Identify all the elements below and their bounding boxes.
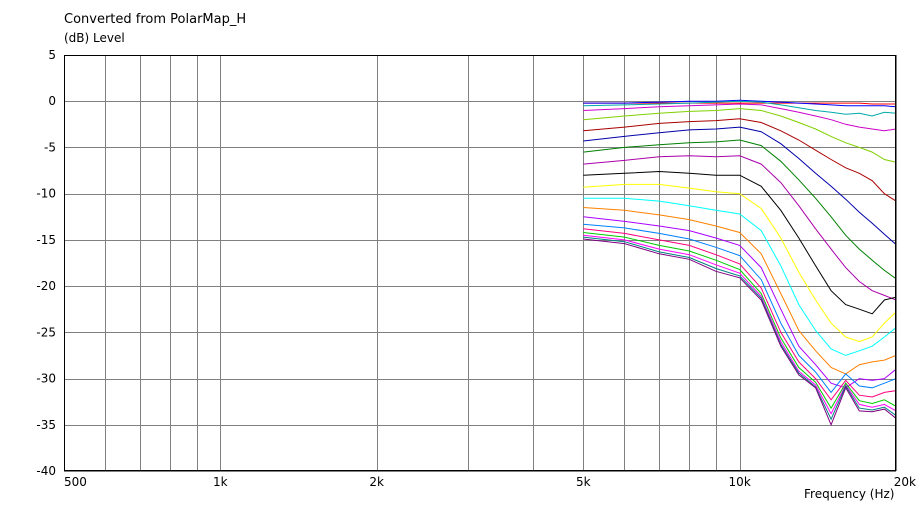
chart-title: Converted from PolarMap_H bbox=[64, 12, 247, 27]
x-axis-title: Frequency (Hz) bbox=[804, 487, 895, 501]
x-tick-label: 10k bbox=[729, 475, 751, 489]
series-line-20 bbox=[583, 238, 897, 427]
plot-frame bbox=[64, 55, 896, 471]
x-tick-label: 20k bbox=[894, 475, 916, 489]
series-line-16 bbox=[583, 228, 897, 401]
y-tick-label: -30 bbox=[36, 372, 56, 386]
x-tick-label: 500 bbox=[64, 475, 87, 489]
x-tick-label: 2k bbox=[369, 475, 384, 489]
y-tick-label: -15 bbox=[36, 233, 56, 247]
series-line-13 bbox=[583, 207, 897, 375]
series-line-2 bbox=[583, 99, 897, 108]
series-line-8 bbox=[583, 139, 897, 280]
plot-border bbox=[64, 55, 896, 471]
y-tick-label: -20 bbox=[36, 279, 56, 293]
series-line-6 bbox=[583, 118, 897, 202]
grid-lines bbox=[64, 55, 897, 472]
series-line-7 bbox=[583, 126, 897, 245]
series-line-17 bbox=[583, 232, 897, 410]
y-tick-label: -35 bbox=[36, 418, 56, 432]
series-line-12 bbox=[583, 197, 897, 356]
series-lines bbox=[583, 99, 897, 427]
series-line-4 bbox=[583, 103, 897, 132]
y-tick-label: -25 bbox=[36, 325, 56, 339]
y-tick-label: 0 bbox=[48, 94, 56, 108]
y-tick-label: -40 bbox=[36, 464, 56, 478]
y-tick-labels: 5 0 -5 -10 -15 -20 -25 -30 -35 -40 bbox=[36, 48, 56, 478]
y-axis-title: (dB) Level bbox=[64, 31, 125, 45]
series-line-5 bbox=[583, 108, 897, 163]
series-line-9 bbox=[583, 155, 897, 301]
series-line-14 bbox=[583, 216, 897, 389]
series-line-15 bbox=[583, 223, 897, 394]
series-line-18 bbox=[583, 234, 897, 415]
y-tick-label: -10 bbox=[36, 187, 56, 201]
x-tick-label: 5k bbox=[576, 475, 591, 489]
series-line-19 bbox=[583, 236, 897, 421]
x-tick-label: 1k bbox=[213, 475, 228, 489]
y-tick-label: 5 bbox=[48, 48, 56, 62]
series-line-3 bbox=[583, 100, 897, 117]
y-tick-label: -5 bbox=[44, 140, 56, 154]
x-tick-labels: 500 1k 2k 5k 10k 20k bbox=[64, 475, 916, 489]
series-line-10 bbox=[583, 170, 897, 315]
series-line-11 bbox=[583, 183, 897, 343]
